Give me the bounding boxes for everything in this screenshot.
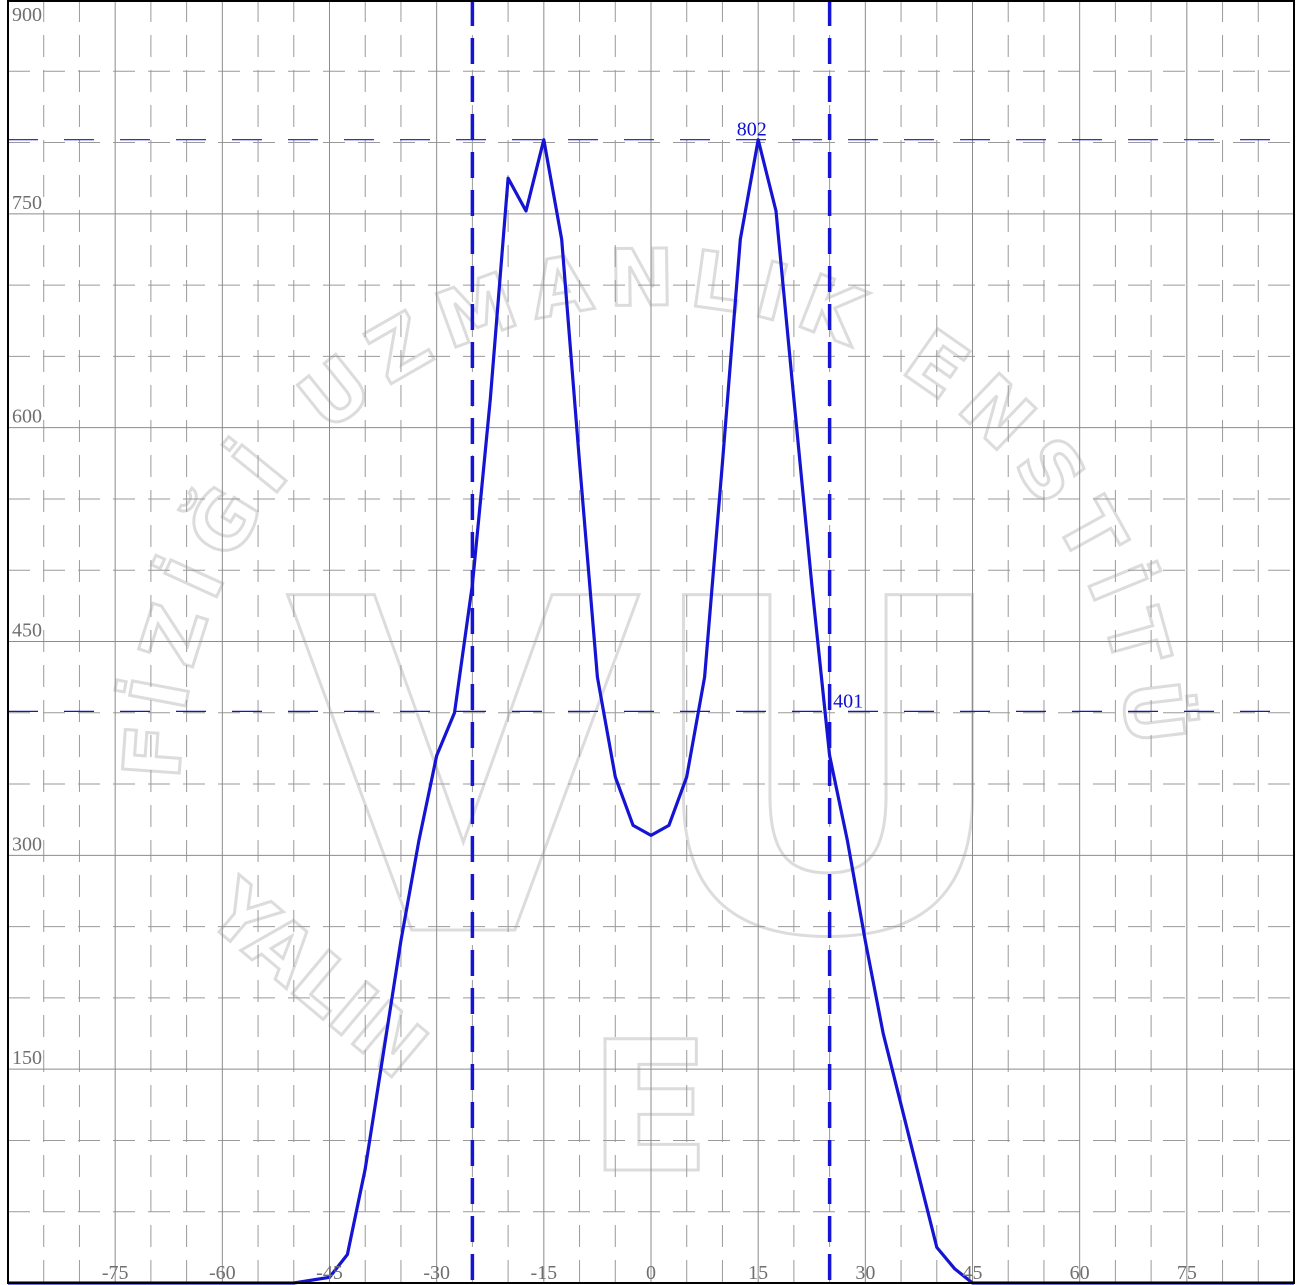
watermark: FİZİĞİ UZMANLIK ENSTİTÜSÜVUEYALIN: [0, 0, 1191, 1215]
series-layer: [8, 138, 1294, 1285]
y-tick-label: 450: [12, 620, 42, 642]
annotations: 802 401: [737, 119, 863, 713]
x-tick-label: 0: [646, 1262, 656, 1284]
reference-line-label: 802: [737, 119, 767, 141]
x-tick-label: 75: [1177, 1262, 1197, 1284]
y-tick-label: 300: [12, 833, 42, 855]
x-tick-label: -30: [423, 1262, 450, 1284]
y-tick-label: 750: [12, 192, 42, 214]
x-tick-label: -45: [316, 1262, 343, 1284]
x-tick-label: 15: [748, 1262, 768, 1284]
x-tick-label: 45: [963, 1262, 983, 1284]
major-grid: [8, 0, 1294, 1283]
reference-line-label: 401: [833, 690, 863, 712]
reference-lines: [8, 0, 1294, 1283]
x-tick-label: -15: [530, 1262, 557, 1284]
x-tick-label: -75: [102, 1262, 129, 1284]
y-tick-label: 600: [12, 406, 42, 428]
x-tick-label: -60: [209, 1262, 236, 1284]
x-tick-label: 30: [855, 1262, 875, 1284]
y-tick-label: 900: [12, 4, 42, 26]
tick-labels: -75 -60 -45 -30 -15 0 15 30 45 60 75 150 300 450 600 75…: [12, 4, 1197, 1284]
watermark-bottom-text: E: [589, 1004, 712, 1213]
series-line: [8, 138, 1294, 1285]
y-tick-label: 150: [12, 1047, 42, 1069]
watermark-logo-text: VU: [285, 504, 1015, 1039]
x-tick-label: 60: [1070, 1262, 1090, 1284]
plot-frame: [7, 0, 1295, 1284]
